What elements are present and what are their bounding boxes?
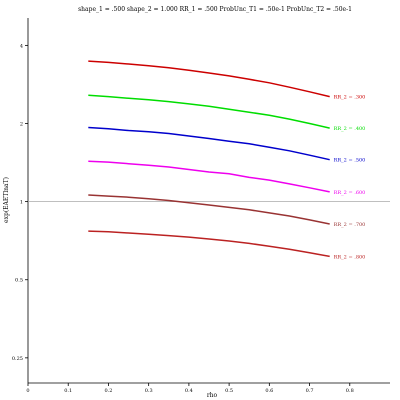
series-line: [88, 194, 330, 225]
series-label: RR_2 = .400: [334, 126, 366, 132]
series-label: RR_2 = .800: [334, 254, 366, 260]
x-tick-label: 0.2: [104, 388, 112, 394]
y-tick-label: 4: [20, 43, 23, 49]
tick-layer: 0 0.1 0.2 0.3 0.4 0.5 0.6 0.7 0.8 4 2 1 0.5 0.25: [12, 43, 354, 394]
x-tick-label: 0.7: [306, 388, 314, 394]
series-line: [88, 160, 330, 193]
x-tick-label: 0.4: [185, 388, 193, 394]
x-tick-label: 0.6: [265, 388, 273, 394]
series-layer: RR_2 = .300 RR_2 = .400 RR_2 = .500 RR_2 = …: [88, 60, 366, 260]
y-tick-label: 0.25: [12, 356, 23, 362]
x-tick-label: 0.5: [225, 388, 233, 394]
chart-title: shape_1 = .500 shape_2 = 1.000 RR_1 = .5…: [78, 6, 352, 13]
y-tick-label: 0.5: [15, 278, 23, 284]
series-label: RR_2 = .500: [334, 158, 366, 164]
series-line: [88, 230, 330, 258]
y-axis-label: exp(EAETlnaT): [3, 177, 10, 223]
y-tick-label: 2: [20, 121, 23, 127]
series-line: [88, 126, 330, 161]
series-line: [88, 94, 330, 129]
x-tick-label: 0.1: [64, 388, 72, 394]
x-tick-label: 0.3: [145, 388, 153, 394]
series-line: [88, 60, 330, 98]
x-axis-label: rho: [207, 392, 218, 399]
x-tick-label: 0: [26, 388, 29, 394]
series-label: RR_2 = .600: [334, 190, 366, 196]
x-tick-label: 0.8: [346, 388, 354, 394]
y-tick-label: 1: [20, 200, 23, 206]
series-label: RR_2 = .700: [334, 222, 366, 228]
series-label: RR_2 = .300: [334, 95, 366, 101]
